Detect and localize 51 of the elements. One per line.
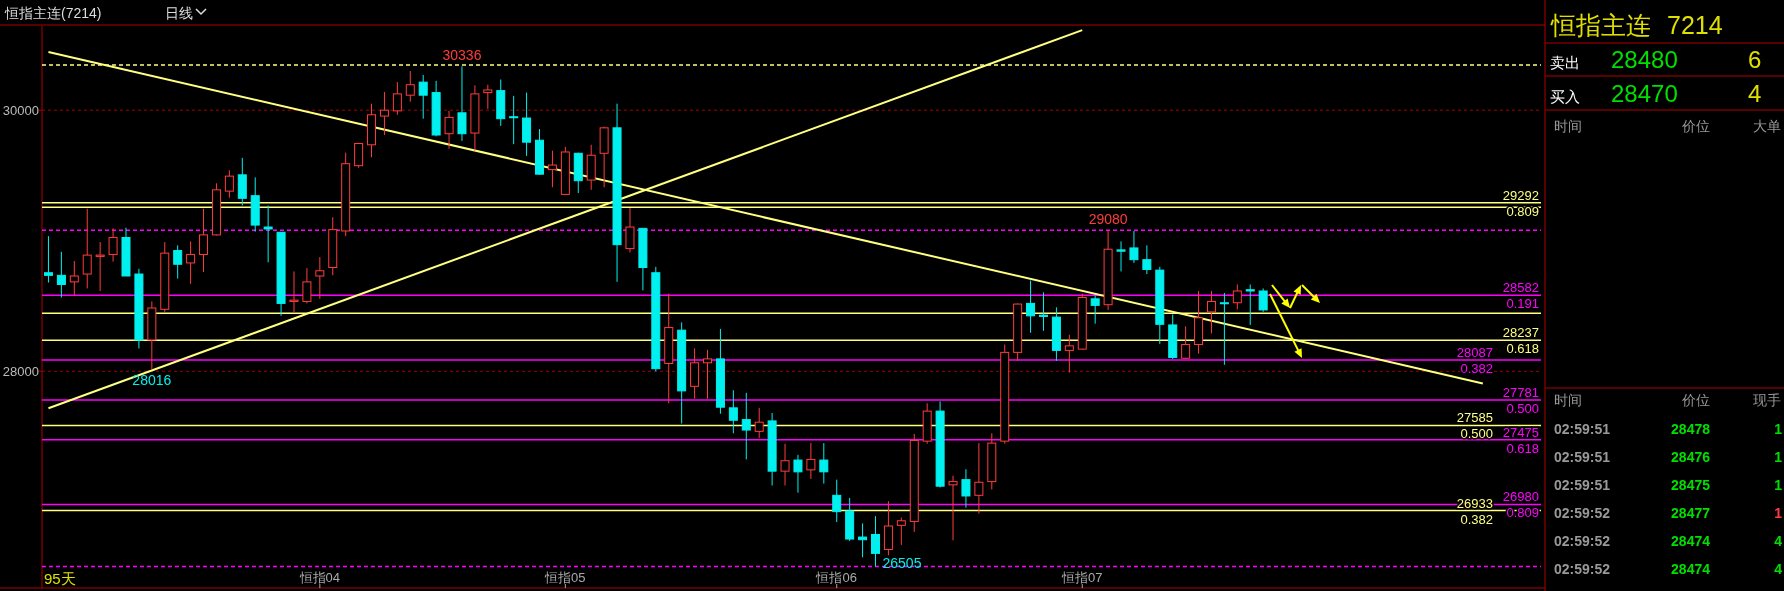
annotation: 29080 <box>1088 211 1128 228</box>
x-tick-label: 恒指06 <box>815 570 857 585</box>
y-tick-label: 30000 <box>2 103 39 119</box>
text: 1 <box>1774 505 1783 521</box>
text: 02:59:51 <box>1554 421 1611 437</box>
x-tick-label: 恒指07 <box>1061 570 1103 585</box>
text: 02:59:52 <box>1554 561 1611 577</box>
text: 4 <box>1774 561 1783 577</box>
annotation: 95天 <box>44 570 76 587</box>
text: 28470 <box>1611 80 1678 107</box>
ref-line-label: 28087 0.382 <box>1456 344 1493 376</box>
x-tick-label: 恒指04 <box>298 570 341 585</box>
annotation: 30336 <box>442 47 482 64</box>
text: 恒指主连 <box>1550 11 1651 39</box>
text: 4 <box>1748 80 1762 107</box>
text: 现手 <box>1753 392 1781 408</box>
text: 4 <box>1774 533 1783 549</box>
text: 28474 <box>1671 533 1711 549</box>
ref-line-label: 27781 0.500 <box>1502 384 1539 416</box>
text: 28476 <box>1671 449 1711 465</box>
text: 02:59:52 <box>1554 505 1611 521</box>
text: 28474 <box>1671 561 1711 577</box>
chart-title: 恒指主连(7214) <box>4 5 102 21</box>
text: 价位 <box>1681 392 1710 408</box>
text: 时间 <box>1554 118 1582 134</box>
text: 6 <box>1748 46 1762 73</box>
text: 28478 <box>1671 421 1711 437</box>
text: 价位 <box>1681 118 1710 134</box>
text: 卖出 <box>1550 54 1580 71</box>
ref-line-label: 27475 0.618 <box>1502 424 1539 456</box>
text: 28475 <box>1671 477 1711 493</box>
annotation: 28016 <box>132 372 172 389</box>
ref-line-label: 29292 0.809 <box>1502 187 1539 219</box>
x-tick-label: 恒指05 <box>544 570 586 585</box>
text: 7214 <box>1667 11 1723 39</box>
text: 大单 <box>1753 118 1781 134</box>
chart-subtitle: 日线 <box>165 5 193 21</box>
text: 1 <box>1774 477 1783 493</box>
text: 02:59:52 <box>1554 533 1611 549</box>
text: 时间 <box>1554 392 1582 408</box>
text: 1 <box>1774 421 1783 437</box>
text: 买入 <box>1550 88 1580 105</box>
text: 28477 <box>1671 505 1711 521</box>
text: 02:59:51 <box>1554 477 1611 493</box>
text: 28480 <box>1611 46 1678 73</box>
text: 02:59:51 <box>1554 449 1611 465</box>
text: 1 <box>1774 449 1783 465</box>
ref-line-label: 28237 0.618 <box>1502 325 1539 357</box>
y-tick-label: 28000 <box>2 364 39 380</box>
ref-line-label: 28582 0.191 <box>1502 280 1539 312</box>
ref-line-label: 27585 0.500 <box>1456 410 1493 442</box>
